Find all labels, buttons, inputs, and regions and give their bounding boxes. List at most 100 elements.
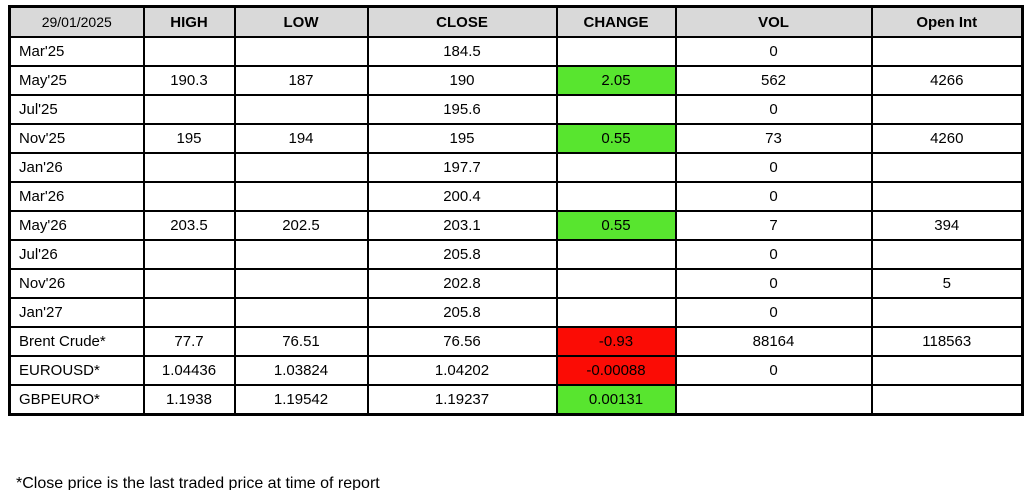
vol-cell: 0 (674, 94, 873, 125)
change-cell: -0.93 (555, 326, 677, 357)
change-cell: 0.55 (555, 123, 677, 154)
low-cell (233, 239, 369, 270)
contract-label: Mar'26 (8, 181, 145, 212)
table-row: Mar'26 200.4 0 (8, 181, 1024, 212)
change-cell: 0.00131 (555, 384, 677, 416)
vol-cell: 88164 (674, 326, 873, 357)
futures-price-table: 29/01/2025 HIGH LOW CLOSE CHANGE VOL Ope… (8, 5, 1024, 416)
high-cell (142, 36, 236, 67)
open-int-cell: 4266 (870, 65, 1024, 96)
contract-label: May'25 (8, 65, 145, 96)
close-cell: 202.8 (366, 268, 558, 299)
high-cell (142, 239, 236, 270)
low-cell (233, 181, 369, 212)
low-cell: 1.03824 (233, 355, 369, 386)
high-cell: 77.7 (142, 326, 236, 357)
close-cell: 195 (366, 123, 558, 154)
low-cell: 187 (233, 65, 369, 96)
vol-cell: 0 (674, 355, 873, 386)
open-int-cell (870, 152, 1024, 183)
contract-label: Brent Crude* (8, 326, 145, 357)
change-cell (555, 297, 677, 328)
open-int-cell: 394 (870, 210, 1024, 241)
column-header-low: LOW (233, 5, 369, 38)
vol-cell: 7 (674, 210, 873, 241)
report-date: 29/01/2025 (8, 5, 145, 38)
close-cell: 195.6 (366, 94, 558, 125)
column-header-vol: VOL (674, 5, 873, 38)
open-int-cell: 118563 (870, 326, 1024, 357)
high-cell: 1.04436 (142, 355, 236, 386)
open-int-cell (870, 355, 1024, 386)
low-cell: 1.19542 (233, 384, 369, 416)
change-cell (555, 94, 677, 125)
high-cell (142, 181, 236, 212)
high-cell (142, 94, 236, 125)
footnote-close-price: *Close price is the last traded price at… (16, 475, 380, 490)
vol-cell: 0 (674, 239, 873, 270)
futures-report-page: 29/01/2025 HIGH LOW CLOSE CHANGE VOL Ope… (0, 5, 1024, 490)
contract-label: Mar'25 (8, 36, 145, 67)
contract-label: Jul'26 (8, 239, 145, 270)
vol-cell (674, 384, 873, 416)
vol-cell: 0 (674, 36, 873, 67)
contract-label: Nov'25 (8, 123, 145, 154)
close-cell: 190 (366, 65, 558, 96)
contract-label: Jul'25 (8, 94, 145, 125)
contract-label: GBPEURO* (8, 384, 145, 416)
contract-label: Jan'26 (8, 152, 145, 183)
open-int-cell (870, 36, 1024, 67)
contract-label: EUROUSD* (8, 355, 145, 386)
close-cell: 184.5 (366, 36, 558, 67)
table-row: GBPEURO* 1.1938 1.19542 1.19237 0.00131 (8, 384, 1024, 416)
table-row: Jan'26 197.7 0 (8, 152, 1024, 183)
open-int-cell: 4260 (870, 123, 1024, 154)
change-cell: 2.05 (555, 65, 677, 96)
low-cell (233, 94, 369, 125)
table-row: May'25 190.3 187 190 2.05 562 4266 (8, 65, 1024, 96)
table-row: Mar'25 184.5 0 (8, 36, 1024, 67)
high-cell: 190.3 (142, 65, 236, 96)
change-cell (555, 36, 677, 67)
high-cell (142, 297, 236, 328)
contract-label: Nov'26 (8, 268, 145, 299)
low-cell (233, 297, 369, 328)
change-cell (555, 268, 677, 299)
low-cell: 202.5 (233, 210, 369, 241)
high-cell: 195 (142, 123, 236, 154)
vol-cell: 0 (674, 297, 873, 328)
low-cell: 194 (233, 123, 369, 154)
change-cell: 0.55 (555, 210, 677, 241)
high-cell: 1.1938 (142, 384, 236, 416)
vol-cell: 562 (674, 65, 873, 96)
header-row: 29/01/2025 HIGH LOW CLOSE CHANGE VOL Ope… (8, 5, 1024, 38)
close-cell: 203.1 (366, 210, 558, 241)
close-cell: 76.56 (366, 326, 558, 357)
table-row: Brent Crude* 77.7 76.51 76.56 -0.93 8816… (8, 326, 1024, 357)
open-int-cell (870, 384, 1024, 416)
low-cell: 76.51 (233, 326, 369, 357)
high-cell: 203.5 (142, 210, 236, 241)
open-int-cell (870, 181, 1024, 212)
change-cell (555, 181, 677, 212)
close-cell: 205.8 (366, 297, 558, 328)
table-row: May'26 203.5 202.5 203.1 0.55 7 394 (8, 210, 1024, 241)
vol-cell: 0 (674, 268, 873, 299)
change-cell: -0.00088 (555, 355, 677, 386)
close-cell: 200.4 (366, 181, 558, 212)
high-cell (142, 268, 236, 299)
table-row: EUROUSD* 1.04436 1.03824 1.04202 -0.0008… (8, 355, 1024, 386)
close-cell: 1.04202 (366, 355, 558, 386)
table-row: Nov'25 195 194 195 0.55 73 4260 (8, 123, 1024, 154)
footnotes: *Close price is the last traded price at… (16, 423, 1024, 490)
high-cell (142, 152, 236, 183)
vol-cell: 73 (674, 123, 873, 154)
close-cell: 205.8 (366, 239, 558, 270)
low-cell (233, 268, 369, 299)
contract-label: May'26 (8, 210, 145, 241)
table-row: Jul'26 205.8 0 (8, 239, 1024, 270)
change-cell (555, 152, 677, 183)
table-row: Jul'25 195.6 0 (8, 94, 1024, 125)
column-header-change: CHANGE (555, 5, 677, 38)
low-cell (233, 36, 369, 67)
